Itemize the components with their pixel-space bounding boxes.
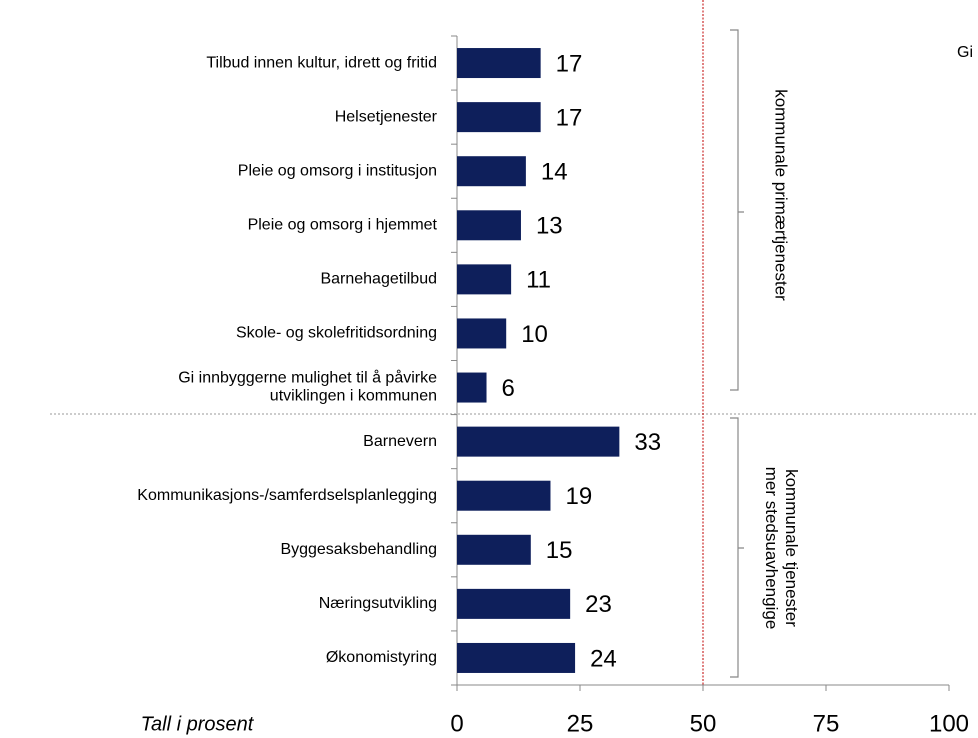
bar xyxy=(457,426,620,457)
x-tick-label: 100 xyxy=(929,710,969,737)
value-label: 13 xyxy=(536,213,563,240)
value-label: 6 xyxy=(502,375,515,402)
category-label: Tilbud innen kultur, idrett og fritid xyxy=(206,54,437,71)
category-label: Økonomistyring xyxy=(326,649,437,666)
value-label: 19 xyxy=(565,483,592,510)
x-axis-label: Tall i prosent xyxy=(141,713,255,735)
group-annotation: mer stedsuavhengigekommunale tjenester xyxy=(762,467,801,630)
bar xyxy=(457,48,541,79)
category-label: Barnehagetilbud xyxy=(320,271,437,288)
value-label: 17 xyxy=(556,104,583,131)
bar xyxy=(457,588,571,619)
category-label: Byggesaksbehandling xyxy=(280,541,437,558)
annotation: Gi xyxy=(957,44,973,61)
x-tick-label: 0 xyxy=(450,710,463,737)
x-tick-label: 50 xyxy=(690,710,717,737)
category-label: Pleie og omsorg i hjemmet xyxy=(248,217,438,234)
category-label: Barnevern xyxy=(363,433,437,450)
x-tick-label: 25 xyxy=(567,710,594,737)
category-label: Næringsutvikling xyxy=(319,595,437,612)
category-label: Helsetjenester xyxy=(335,108,438,125)
value-label: 11 xyxy=(526,267,551,294)
value-label: 33 xyxy=(634,429,661,456)
value-label: 23 xyxy=(585,591,612,618)
value-label: 14 xyxy=(541,159,568,186)
group-annotation: kommunale primærtjenester xyxy=(772,89,791,301)
bar xyxy=(457,156,526,187)
bar xyxy=(457,318,507,349)
value-label: 15 xyxy=(546,537,573,564)
category-label: Pleie og omsorg i institusjon xyxy=(238,162,437,179)
bar xyxy=(457,534,531,565)
bar xyxy=(457,102,541,133)
x-tick-label: 75 xyxy=(813,710,840,737)
bar xyxy=(457,372,487,403)
bar xyxy=(457,480,551,511)
bar xyxy=(457,264,512,295)
value-label: 17 xyxy=(556,50,583,77)
category-label: Kommunikasjons-/samferdselsplanlegging xyxy=(137,487,437,504)
bar xyxy=(457,642,576,673)
category-label: Gi innbyggerne mulighet til å påvirke utv… xyxy=(178,369,437,405)
category-label: Skole- og skolefritidsordning xyxy=(236,325,437,342)
value-label: 10 xyxy=(521,321,548,348)
bracket xyxy=(730,29,744,391)
value-label: 24 xyxy=(590,645,617,672)
bar xyxy=(457,210,521,241)
bracket xyxy=(730,417,744,678)
